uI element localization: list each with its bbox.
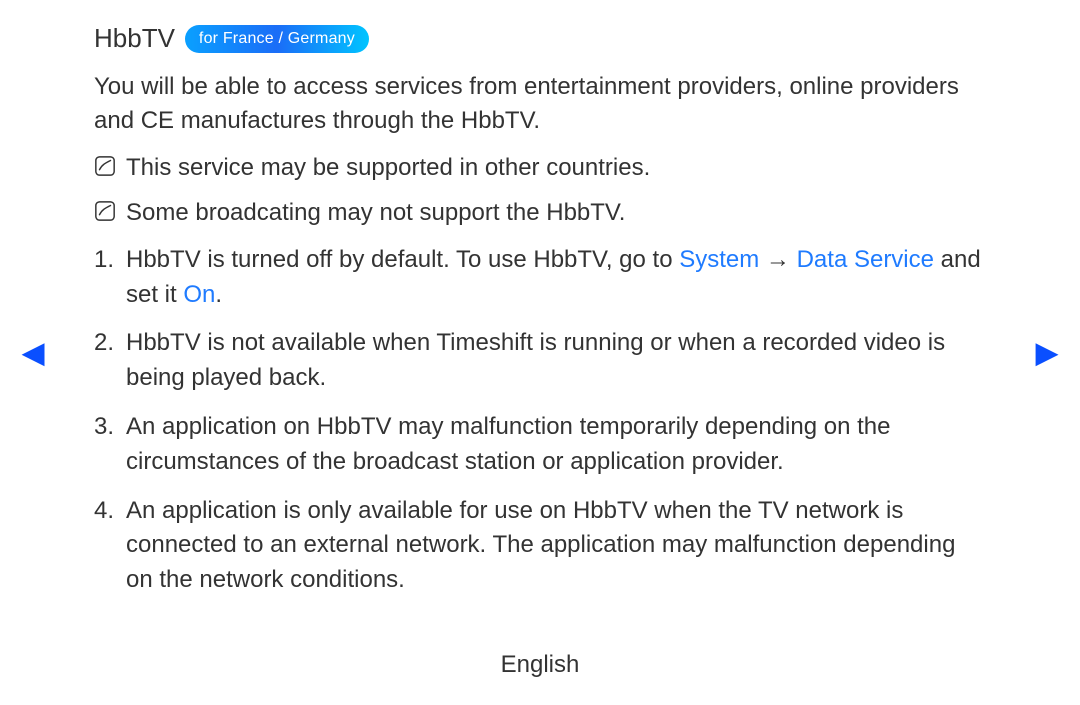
page-title: HbbTV	[94, 20, 175, 58]
next-page-button[interactable]: ▶	[1032, 331, 1062, 375]
highlight-system: System	[679, 246, 759, 273]
region-badge: for France / Germany	[185, 25, 369, 53]
note-item: Some broadcating may not support the Hbb…	[94, 196, 986, 231]
list-item: 3. An application on HbbTV may malfuncti…	[94, 410, 986, 480]
note-list: This service may be supported in other c…	[94, 151, 986, 231]
intro-text: You will be able to access services from…	[94, 70, 986, 140]
item-number: 4.	[94, 494, 118, 529]
item-number: 2.	[94, 326, 118, 361]
item-text: An application on HbbTV may malfunction …	[126, 410, 986, 480]
note-text: This service may be supported in other c…	[126, 151, 650, 186]
note-icon	[94, 196, 116, 222]
note-item: This service may be supported in other c…	[94, 151, 986, 186]
text-segment: .	[215, 281, 222, 308]
item-text: HbbTV is not available when Timeshift is…	[126, 326, 986, 396]
language-footer: English	[0, 648, 1080, 683]
item-number: 3.	[94, 410, 118, 445]
highlight-on: On	[183, 281, 215, 308]
note-text: Some broadcating may not support the Hbb…	[126, 196, 625, 231]
list-item: 4. An application is only available for …	[94, 494, 986, 598]
item-text: An application is only available for use…	[126, 494, 986, 598]
text-segment: →	[759, 246, 796, 273]
title-row: HbbTV for France / Germany	[94, 20, 986, 58]
text-segment: HbbTV is turned off by default. To use H…	[126, 246, 679, 273]
page-content: HbbTV for France / Germany You will be a…	[94, 20, 986, 612]
item-text: HbbTV is turned off by default. To use H…	[126, 243, 986, 313]
item-number: 1.	[94, 243, 118, 278]
note-icon	[94, 151, 116, 177]
list-item: 1. HbbTV is turned off by default. To us…	[94, 243, 986, 313]
prev-page-button[interactable]: ◀	[18, 331, 48, 375]
numbered-list: 1. HbbTV is turned off by default. To us…	[94, 243, 986, 598]
highlight-data-service: Data Service	[797, 246, 934, 273]
list-item: 2. HbbTV is not available when Timeshift…	[94, 326, 986, 396]
